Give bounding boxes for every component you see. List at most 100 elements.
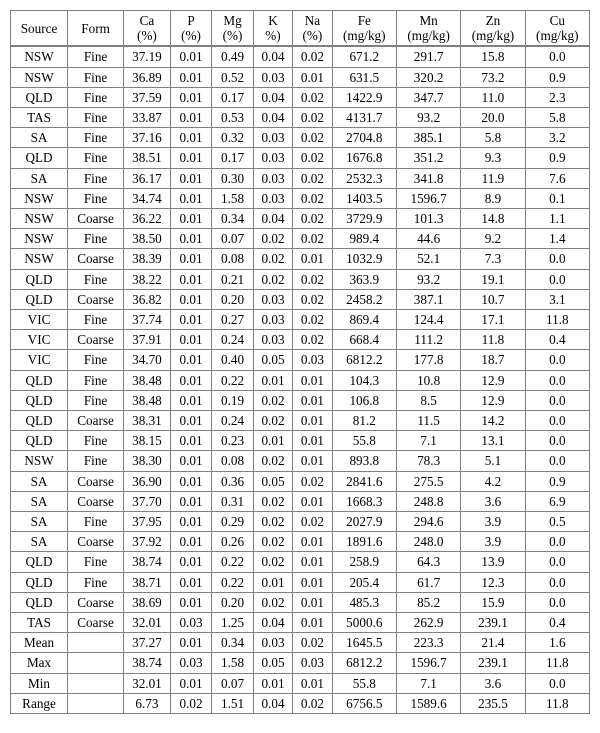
cell-cu: 0.0 [525,350,589,370]
cell-mn: 1589.6 [396,693,460,713]
cell-ca: 37.70 [124,491,171,511]
cell-cu: 0.9 [525,67,589,87]
col-header-name: Fe [333,13,396,28]
cell-cu: 0.0 [525,390,589,410]
cell-form: Coarse [68,471,124,491]
cell-k: 0.01 [253,370,292,390]
cell-fe: 869.4 [332,309,396,329]
cell-zn: 20.0 [461,107,525,127]
table-row: TASCoarse32.010.031.250.040.015000.6262.… [11,613,590,633]
cell-cu: 0.0 [525,46,589,67]
cell-zn: 7.3 [461,249,525,269]
cell-source: TAS [11,107,68,127]
cell-k: 0.02 [253,491,292,511]
table-row: QLDFine38.150.010.230.010.0155.87.113.10… [11,431,590,451]
cell-cu: 0.0 [525,532,589,552]
table-row: QLDFine38.480.010.190.020.01106.88.512.9… [11,390,590,410]
cell-zn: 11.0 [461,87,525,107]
cell-p: 0.01 [170,471,212,491]
cell-zn: 9.2 [461,229,525,249]
cell-form: Fine [68,431,124,451]
cell-k: 0.04 [253,693,292,713]
cell-k: 0.02 [253,269,292,289]
cell-mn: 61.7 [396,572,460,592]
cell-mn: 291.7 [396,46,460,67]
cell-k: 0.02 [253,451,292,471]
cell-form: Coarse [68,289,124,309]
cell-na: 0.01 [293,572,332,592]
table-row: VICCoarse37.910.010.240.030.02668.4111.2… [11,330,590,350]
col-header-name: K [254,13,292,28]
cell-ca: 36.22 [124,208,171,228]
cell-form: Fine [68,128,124,148]
cell-zn: 11.9 [461,168,525,188]
cell-zn: 17.1 [461,309,525,329]
cell-mn: 93.2 [396,107,460,127]
cell-form: Coarse [68,208,124,228]
col-header-name: Mg [212,13,253,28]
cell-ca: 32.01 [124,673,171,693]
cell-na: 0.02 [293,693,332,713]
cell-zn: 235.5 [461,693,525,713]
cell-zn: 15.8 [461,46,525,67]
cell-zn: 3.6 [461,491,525,511]
cell-na: 0.02 [293,188,332,208]
cell-form [68,633,124,653]
cell-na: 0.02 [293,330,332,350]
cell-mn: 347.7 [396,87,460,107]
cell-source: Max [11,653,68,673]
cell-form: Coarse [68,613,124,633]
cell-p: 0.01 [170,148,212,168]
cell-na: 0.01 [293,370,332,390]
cell-zn: 10.7 [461,289,525,309]
cell-fe: 631.5 [332,67,396,87]
col-header-p: P(%) [170,11,212,47]
col-header-na: Na(%) [293,11,332,47]
col-header-unit: (mg/kg) [461,28,524,43]
cell-na: 0.02 [293,168,332,188]
cell-mn: 64.3 [396,552,460,572]
cell-form: Coarse [68,249,124,269]
cell-k: 0.03 [253,633,292,653]
cell-cu: 11.8 [525,309,589,329]
table-row: NSWFine36.890.010.520.030.01631.5320.273… [11,67,590,87]
cell-na: 0.01 [293,552,332,572]
table-row: QLDFine38.220.010.210.020.02363.993.219.… [11,269,590,289]
cell-cu: 0.0 [525,572,589,592]
cell-mg: 0.07 [212,673,254,693]
cell-mg: 0.22 [212,572,254,592]
cell-mg: 0.17 [212,148,254,168]
cell-mn: 10.8 [396,370,460,390]
cell-ca: 36.82 [124,289,171,309]
table-row: QLDCoarse38.310.010.240.020.0181.211.514… [11,411,590,431]
cell-fe: 104.3 [332,370,396,390]
cell-cu: 6.9 [525,491,589,511]
cell-cu: 1.4 [525,229,589,249]
cell-fe: 485.3 [332,592,396,612]
cell-p: 0.01 [170,491,212,511]
cell-mg: 0.53 [212,107,254,127]
cell-p: 0.01 [170,289,212,309]
cell-form: Coarse [68,491,124,511]
cell-zn: 73.2 [461,67,525,87]
col-header-unit: (mg/kg) [526,28,589,43]
cell-na: 0.01 [293,491,332,511]
cell-mg: 0.20 [212,592,254,612]
cell-zn: 3.9 [461,532,525,552]
cell-zn: 14.2 [461,411,525,431]
table-row: NSWFine37.190.010.490.040.02671.2291.715… [11,46,590,67]
col-header-zn: Zn(mg/kg) [461,11,525,47]
col-header-name: Ca [124,13,170,28]
col-header-mg: Mg(%) [212,11,254,47]
col-header-source: Source [11,11,68,47]
cell-mg: 1.58 [212,653,254,673]
cell-mg: 0.31 [212,491,254,511]
col-header-name: Form [68,21,123,36]
cell-na: 0.01 [293,249,332,269]
cell-zn: 19.1 [461,269,525,289]
cell-na: 0.01 [293,390,332,410]
cell-cu: 0.0 [525,552,589,572]
cell-form: Coarse [68,592,124,612]
cell-form: Fine [68,512,124,532]
cell-source: SA [11,471,68,491]
